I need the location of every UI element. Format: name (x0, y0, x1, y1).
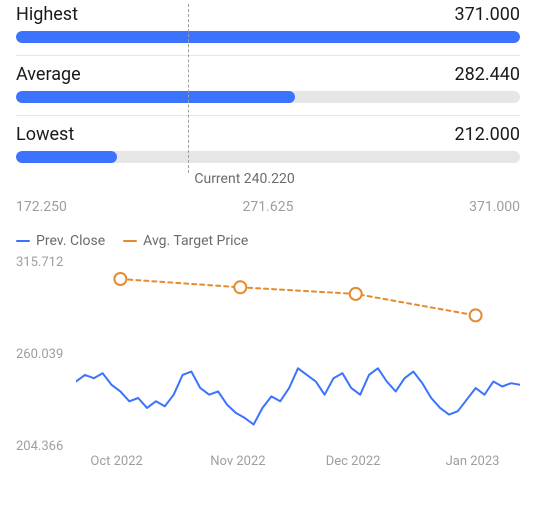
avg-target-marker (350, 288, 362, 300)
bar-value: 371.000 (455, 4, 520, 25)
bar-row: Highest 371.000 (16, 4, 520, 43)
price-chart: 315.712 260.039 204.366 Oct 2022 Nov 202… (16, 259, 520, 469)
avg-target-marker (114, 273, 126, 285)
range-axis-mid: 271.625 (243, 199, 294, 215)
price-chart-svg (76, 263, 520, 447)
avg-target-marker (470, 309, 482, 321)
chart-legend: Prev. Close Avg. Target Price (16, 233, 520, 249)
target-range-section: Highest 371.000 Average 282.440 Lowest 212.00… (16, 0, 520, 215)
bar-value: 212.000 (455, 124, 520, 145)
bar-row: Average 282.440 (16, 55, 520, 103)
xtick-0: Oct 2022 (90, 454, 142, 469)
bar-fill (16, 91, 295, 103)
current-marker-line (188, 4, 189, 173)
range-axis-min: 172.250 (16, 199, 67, 215)
bar-track (16, 151, 520, 163)
xtick-1: Nov 2022 (210, 454, 265, 469)
bar-fill (16, 31, 520, 43)
avg-target-marker (234, 281, 246, 293)
current-label: Current 240.220 (16, 171, 520, 187)
bar-value: 282.440 (455, 64, 520, 85)
bar-header: Lowest 212.000 (16, 115, 520, 145)
current-label-text: Current (194, 171, 240, 187)
legend-avg-target: Avg. Target Price (123, 233, 248, 249)
legend-label-prev: Prev. Close (36, 233, 105, 249)
legend-label-avg: Avg. Target Price (143, 233, 248, 249)
bar-track (16, 91, 520, 103)
prev-close-line (76, 368, 520, 424)
bar-row: Lowest 212.000 (16, 115, 520, 163)
bar-label: Average (16, 64, 81, 85)
xtick-3: Jan 2023 (446, 454, 500, 469)
bar-label: Highest (16, 4, 78, 25)
bar-fill (16, 151, 117, 163)
ytick-1: 260.039 (16, 347, 63, 362)
legend-swatch-avg (123, 240, 137, 242)
bar-track (16, 31, 520, 43)
avg-target-line (120, 279, 475, 315)
ytick-0: 315.712 (16, 255, 63, 270)
xtick-2: Dec 2022 (326, 454, 381, 469)
legend-prev-close: Prev. Close (16, 233, 105, 249)
range-axis: 172.250 271.625 371.000 (16, 199, 520, 215)
current-label-value: 240.220 (244, 171, 295, 187)
bar-header: Average 282.440 (16, 55, 520, 85)
range-axis-max: 371.000 (469, 199, 520, 215)
bar-label: Lowest (16, 124, 74, 145)
legend-swatch-prev (16, 240, 30, 242)
bar-header: Highest 371.000 (16, 4, 520, 25)
ytick-2: 204.366 (16, 439, 63, 454)
